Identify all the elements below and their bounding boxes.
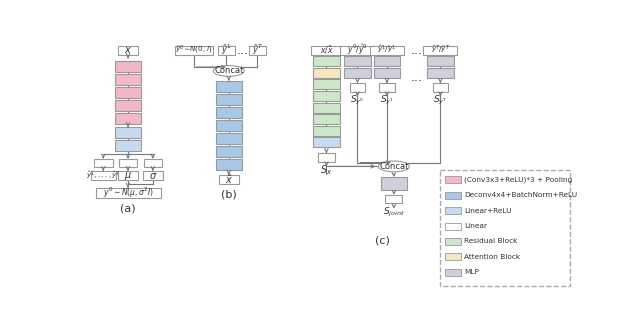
Text: $S_{joint}$: $S_{joint}$: [383, 206, 404, 219]
FancyBboxPatch shape: [445, 254, 461, 260]
FancyBboxPatch shape: [115, 61, 141, 72]
FancyBboxPatch shape: [381, 177, 407, 190]
Text: $\tilde{x}$: $\tilde{x}$: [225, 173, 233, 186]
FancyBboxPatch shape: [433, 83, 448, 92]
FancyBboxPatch shape: [118, 46, 138, 55]
FancyBboxPatch shape: [219, 175, 239, 184]
Text: $\tilde{y}^1$: $\tilde{y}^1$: [221, 43, 232, 57]
Text: $S_{y^T}$: $S_{y^T}$: [433, 93, 448, 107]
FancyBboxPatch shape: [115, 140, 141, 151]
Text: $\hat{y}^T/\tilde{y}^T$: $\hat{y}^T/\tilde{y}^T$: [431, 44, 450, 56]
Text: ...: ...: [237, 44, 249, 57]
Text: Concat: Concat: [214, 67, 243, 75]
Text: Concat: Concat: [379, 162, 408, 171]
FancyBboxPatch shape: [313, 114, 340, 124]
Text: ...: ...: [411, 72, 423, 84]
FancyBboxPatch shape: [445, 176, 461, 183]
Text: (a): (a): [120, 203, 136, 214]
FancyBboxPatch shape: [249, 46, 266, 55]
FancyBboxPatch shape: [218, 46, 235, 55]
Text: (c): (c): [375, 236, 390, 246]
Text: $y^0\sim N(\mu,\sigma^2 I)$: $y^0\sim N(\mu,\sigma^2 I)$: [102, 186, 154, 200]
FancyBboxPatch shape: [143, 171, 163, 180]
Text: Residual Block: Residual Block: [465, 238, 518, 244]
Text: (b): (b): [221, 190, 237, 199]
FancyBboxPatch shape: [445, 269, 461, 276]
FancyBboxPatch shape: [428, 68, 454, 78]
Text: $\tilde{y}^0\!\sim\!N(0,I)$: $\tilde{y}^0\!\sim\!N(0,I)$: [175, 44, 212, 56]
FancyBboxPatch shape: [349, 83, 365, 92]
FancyBboxPatch shape: [313, 56, 340, 66]
Text: (Conv3x3+ReLU)*3 + Pooling: (Conv3x3+ReLU)*3 + Pooling: [465, 177, 573, 183]
FancyBboxPatch shape: [379, 83, 395, 92]
FancyBboxPatch shape: [119, 159, 138, 167]
Text: $\hat{y}^1,...,\hat{y}^T$: $\hat{y}^1,...,\hat{y}^T$: [86, 170, 121, 182]
FancyBboxPatch shape: [95, 188, 161, 198]
FancyBboxPatch shape: [340, 46, 374, 55]
Text: $S_{y^0}$: $S_{y^0}$: [350, 93, 365, 107]
FancyBboxPatch shape: [423, 46, 458, 55]
Text: $\sigma$: $\sigma$: [148, 171, 157, 181]
Text: $\hat{y}^1/\tilde{y}^1$: $\hat{y}^1/\tilde{y}^1$: [378, 44, 396, 56]
FancyBboxPatch shape: [175, 46, 213, 55]
FancyBboxPatch shape: [313, 91, 340, 101]
FancyBboxPatch shape: [370, 46, 404, 55]
FancyBboxPatch shape: [115, 113, 141, 124]
FancyBboxPatch shape: [445, 192, 461, 199]
FancyBboxPatch shape: [385, 195, 403, 203]
FancyBboxPatch shape: [313, 102, 340, 113]
Ellipse shape: [378, 161, 410, 172]
FancyBboxPatch shape: [91, 171, 116, 180]
FancyBboxPatch shape: [115, 74, 141, 85]
FancyBboxPatch shape: [216, 120, 242, 131]
FancyBboxPatch shape: [313, 79, 340, 90]
FancyBboxPatch shape: [216, 107, 242, 118]
Text: Linear+ReLU: Linear+ReLU: [465, 208, 512, 214]
FancyBboxPatch shape: [374, 56, 400, 66]
FancyBboxPatch shape: [216, 146, 242, 157]
FancyBboxPatch shape: [216, 81, 242, 92]
FancyBboxPatch shape: [115, 87, 141, 98]
FancyBboxPatch shape: [313, 137, 340, 147]
Text: $S_x$: $S_x$: [321, 163, 333, 177]
FancyBboxPatch shape: [216, 94, 242, 105]
FancyBboxPatch shape: [313, 126, 340, 135]
Text: ...: ...: [411, 44, 423, 57]
Text: $\mu$: $\mu$: [124, 170, 132, 182]
FancyBboxPatch shape: [115, 100, 141, 111]
FancyBboxPatch shape: [428, 56, 454, 66]
FancyBboxPatch shape: [440, 170, 570, 286]
FancyBboxPatch shape: [115, 127, 141, 138]
FancyBboxPatch shape: [311, 46, 342, 55]
FancyBboxPatch shape: [94, 159, 113, 167]
Text: MLP: MLP: [465, 269, 479, 275]
Text: Deconv4x4+BatchNorm+ReLU: Deconv4x4+BatchNorm+ReLU: [465, 192, 577, 198]
FancyBboxPatch shape: [143, 159, 162, 167]
Text: Linear: Linear: [465, 223, 488, 229]
FancyBboxPatch shape: [313, 68, 340, 78]
FancyBboxPatch shape: [445, 238, 461, 245]
FancyBboxPatch shape: [118, 171, 138, 180]
Text: $y^0/\hat{y}^0$: $y^0/\hat{y}^0$: [347, 43, 368, 57]
FancyBboxPatch shape: [374, 68, 400, 78]
FancyBboxPatch shape: [318, 153, 335, 162]
Text: $x$: $x$: [124, 45, 132, 55]
Text: $\tilde{y}^T$: $\tilde{y}^T$: [252, 43, 263, 57]
FancyBboxPatch shape: [445, 223, 461, 230]
Ellipse shape: [213, 66, 244, 76]
FancyBboxPatch shape: [216, 133, 242, 144]
FancyBboxPatch shape: [344, 56, 371, 66]
Text: Attention Block: Attention Block: [465, 254, 520, 260]
FancyBboxPatch shape: [344, 68, 371, 78]
FancyBboxPatch shape: [445, 207, 461, 214]
Text: $x/\tilde{x}$: $x/\tilde{x}$: [319, 44, 333, 56]
Text: $S_{y^1}$: $S_{y^1}$: [380, 93, 394, 107]
FancyBboxPatch shape: [216, 159, 242, 170]
